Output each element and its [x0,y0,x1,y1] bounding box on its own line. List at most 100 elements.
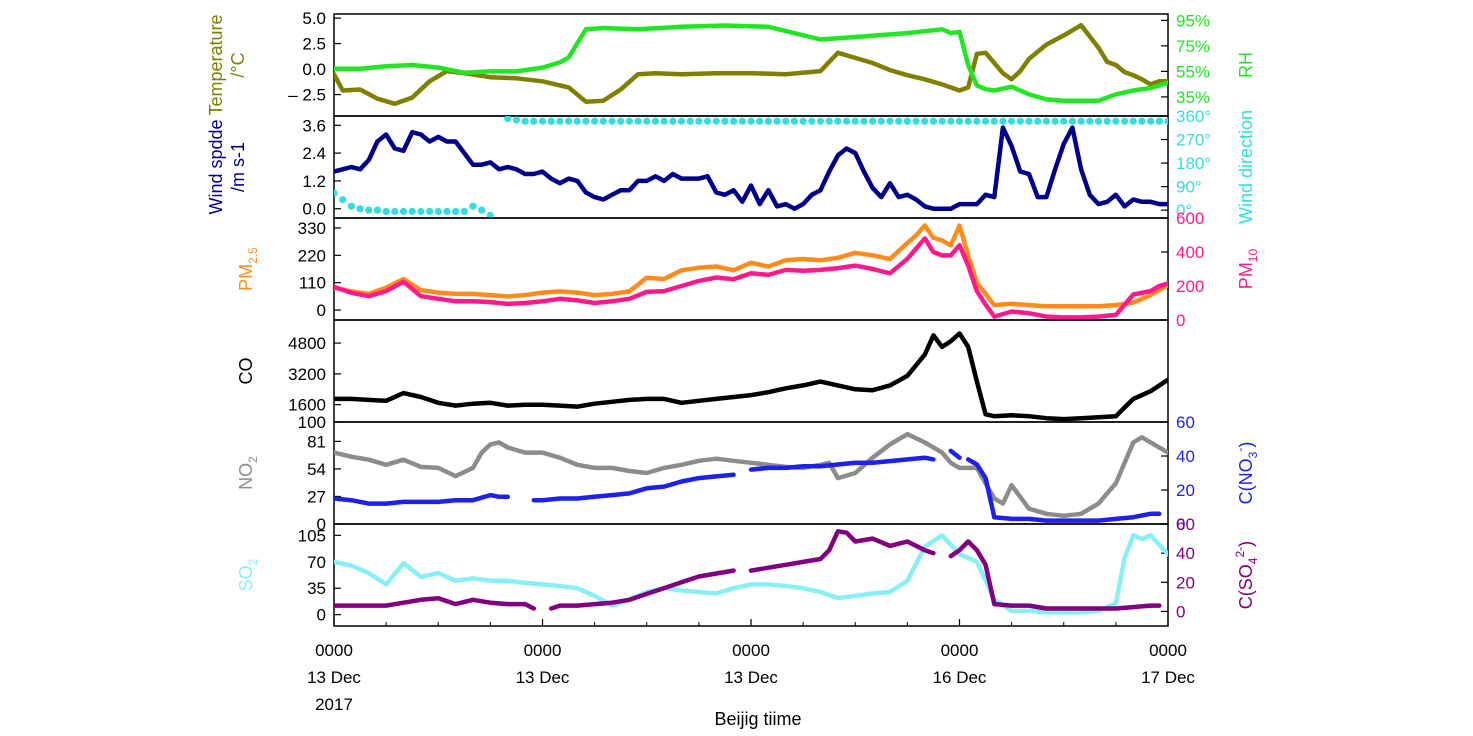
axis-title-title: PM [1236,262,1256,289]
wind-direction-point [1112,117,1120,125]
left-tick-label: 110 [299,274,326,293]
wind-direction-point [782,117,790,125]
wind-direction-point [334,189,338,197]
wind-direction-point [617,117,625,125]
axis-title-title: PM [236,264,256,291]
wind-direction-point [391,207,399,216]
right-tick-label: 55% [1176,62,1210,81]
wind-direction-point [478,206,486,214]
wind-direction-point [521,117,529,125]
wind-direction-point [895,117,903,125]
wind-direction-point [556,117,564,125]
wind-direction-point [990,117,998,125]
right-tick-label: 0 [1176,515,1185,534]
series-wind-speed [334,125,1168,211]
left-tick-label: 330 [298,219,326,238]
wind-direction-point [443,207,451,216]
wind-direction-point [460,207,468,216]
x-tick-label: 17 Dec [1141,668,1195,687]
series-c-so42- [334,529,1162,611]
x-tick-label: 0000 [941,641,979,660]
left-axis-title: NO2 [236,456,260,490]
right-tick-label: 360° [1176,107,1211,126]
series-rh [334,23,1168,103]
left-tick-label: 100 [298,413,326,432]
left-tick-label: 1.2 [302,172,326,191]
left-tick-label: 35 [307,579,326,598]
right-tick-label: 400 [1176,243,1204,262]
wind-direction-point [634,117,642,125]
wind-direction-point [1008,117,1016,125]
x-tick-label: 0000 [1149,641,1187,660]
series-temperature [334,22,1168,107]
wind-direction-point [1129,117,1137,125]
left-tick-label: 3200 [288,365,326,384]
left-tick-label: 27 [307,487,326,506]
right-tick-label: 0 [1176,602,1185,621]
right-tick-label: 20 [1176,481,1195,500]
wind-direction-point [712,117,720,125]
left-tick-label: 5.0 [302,9,326,28]
wind-direction-point [756,117,764,125]
wind-direction-point [625,117,633,125]
right-tick-label: 40 [1176,447,1195,466]
wind-direction-point [1077,117,1085,125]
series-line [334,529,1162,611]
wind-direction-point [730,117,738,125]
wind-direction-point [886,117,894,125]
left-axis-title-line: /m s-1 [228,142,248,192]
wind-direction-point [591,117,599,125]
series-so2 [334,533,1168,615]
left-tick-label: 0.0 [302,60,326,79]
wind-direction-point [851,117,859,125]
wind-direction-point [1060,117,1068,125]
x-tick-label: 13 Dec [724,668,778,687]
left-tick-label: 3.6 [302,116,326,135]
wind-direction-point [808,117,816,125]
left-tick-label: 54 [307,460,326,479]
series-line [334,22,1168,107]
left-tick-label: 0.0 [302,200,326,219]
right-axis-title: RH [1236,52,1256,78]
right-tick-label: 60 [1176,515,1195,534]
wind-direction-point [799,117,807,125]
wind-direction-point [860,117,868,125]
right-tick-label: 0 [1176,311,1185,330]
wind-direction-point [790,117,799,125]
wind-direction-point [425,207,434,216]
panel-met: 5.0 2.5 0.0 – 2.5 Temperature/°C 95% 75% 55% 35%… [206,9,1256,117]
wind-direction-point [651,117,660,125]
series-line [334,236,1168,320]
wind-direction-point [599,117,607,125]
axis-title-title: NO [236,463,256,490]
axis-title-title-end: ) [1236,541,1256,547]
series-line [334,533,1168,615]
wind-direction-point [999,117,1007,125]
panel-wind: 3.6 2.4 1.2 0.0 Wind spdde/m s-1 360° 270° 180°… [206,107,1256,224]
right-tick-label: 0° [1176,201,1192,220]
axis-title-title-sub: 4 [1246,557,1260,564]
wind-direction-point [773,117,781,125]
left-tick-label: 1600 [288,396,326,415]
x-tick-label: 16 Dec [933,668,987,687]
left-tick-label: 70 [307,553,326,572]
wind-direction-point [825,117,833,125]
wind-direction-point [764,117,772,125]
wind-direction-point [1051,117,1059,125]
wind-direction-point [877,117,885,125]
series-line [334,331,1168,422]
left-axis-title: SO2 [236,558,260,591]
wind-direction-point [1147,117,1155,125]
wind-direction-point [964,117,972,125]
series-line [334,125,1168,211]
wind-direction-point [947,117,955,125]
wind-direction-point [903,117,911,125]
wind-direction-point [365,206,373,214]
wind-direction-point [938,117,946,125]
x-tick-label: 2017 [315,695,353,714]
right-tick-label: 60 [1176,413,1195,432]
wind-direction-point [469,202,477,210]
wind-direction-point [695,117,703,125]
wind-direction-point [486,211,494,218]
series-no2 [334,431,1168,519]
